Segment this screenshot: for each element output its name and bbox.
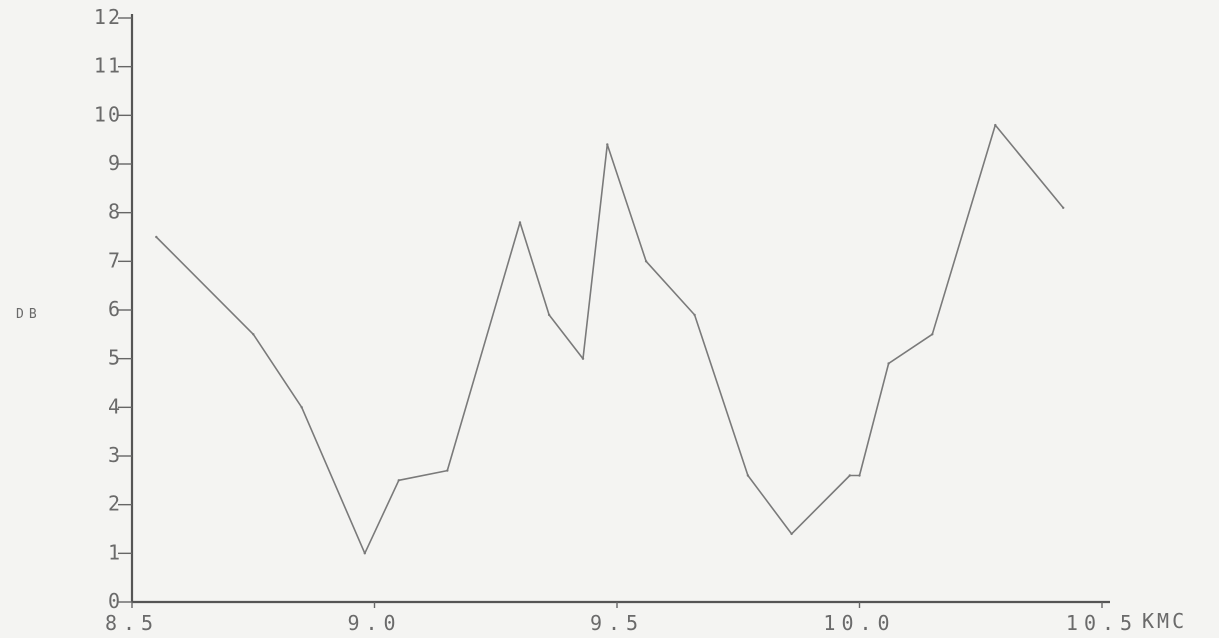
series-group [155,123,1065,555]
y-tick-label: 12 [94,5,122,29]
data-point [518,221,522,224]
x-tick-label: 8.5 [105,611,159,635]
data-point [1062,206,1065,209]
data-point [252,333,255,336]
data-point [446,469,449,472]
data-point [547,313,551,317]
x-tick-label: 10.5 [1066,611,1138,635]
axes [130,14,1110,604]
data-point [363,552,366,555]
x-tick-label: 9.0 [347,611,401,635]
series-line-0 [155,124,1064,555]
y-tick-label: 3 [108,443,122,467]
x-tick-label: 9.5 [590,611,644,635]
data-point [693,313,696,317]
y-tick-label: 7 [108,248,122,272]
data-point [931,333,934,336]
y-tick-label: 8 [108,200,122,224]
data-point [606,143,609,146]
data-point [581,357,585,360]
data-point [848,474,851,477]
data-point [887,362,890,365]
y-tick-label: 1 [108,540,122,564]
x-axis-label: KMC [1142,609,1187,633]
data-point [994,123,997,127]
y-tick-label: 9 [108,151,122,175]
data-point [155,235,158,239]
data-point [397,479,400,482]
data-point [746,474,750,477]
y-tick-label: 2 [108,492,122,516]
y-tick-label: 11 [94,54,122,78]
y-axis-label: DB [16,307,42,322]
y-tick-label: 0 [108,589,122,613]
data-point [644,260,648,263]
y-tick-label: 6 [108,297,122,321]
y-tick-label: 4 [108,394,122,418]
y-tick-label: 10 [94,102,122,126]
data-point [790,532,793,536]
data-point [300,406,303,409]
y-tick-label: 5 [108,346,122,370]
data-point [858,474,861,477]
x-tick-label: 10.0 [823,611,895,635]
